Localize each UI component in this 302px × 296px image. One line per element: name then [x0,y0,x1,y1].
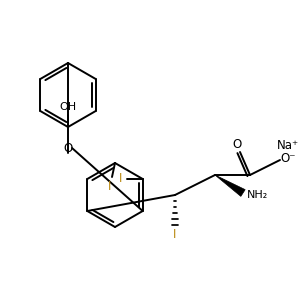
Text: Na⁺: Na⁺ [277,139,299,152]
Polygon shape [215,175,245,196]
Text: O⁻: O⁻ [280,152,296,165]
Text: I: I [119,173,122,186]
Text: I: I [108,181,112,194]
Text: O: O [63,141,72,155]
Text: NH₂: NH₂ [246,190,268,200]
Text: OH: OH [59,102,77,112]
Text: O: O [232,138,242,150]
Text: I: I [173,228,177,240]
